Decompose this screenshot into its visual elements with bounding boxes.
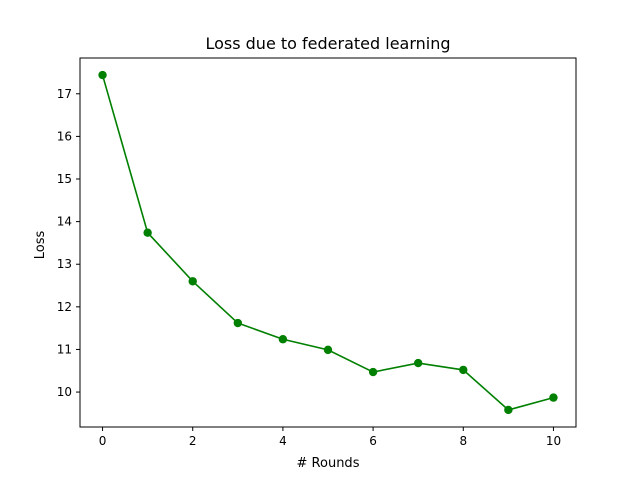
y-tick-label: 11 [57, 342, 72, 356]
data-point [143, 228, 152, 237]
ticks-layer: 0 2 4 6 8 10 10 11 12 13 14 15 16 17 [57, 87, 561, 448]
y-tick-label: 15 [57, 172, 72, 186]
series-layer [98, 70, 558, 415]
data-point [278, 335, 288, 344]
y-axis-label: Loss [33, 231, 48, 260]
y-tick-label: 14 [57, 215, 72, 229]
x-tick-label: 0 [99, 434, 107, 448]
x-tick-label: 2 [189, 434, 197, 448]
data-point [368, 367, 378, 377]
y-tick-label: 13 [57, 257, 72, 271]
data-point [413, 358, 423, 368]
x-tick-label: 8 [459, 434, 467, 448]
data-point [549, 393, 558, 402]
chart-title: Loss due to federated learning [205, 34, 450, 53]
x-tick-label: 10 [546, 434, 561, 448]
series-line [101, 74, 554, 411]
data-point [233, 318, 243, 328]
data-point [98, 70, 107, 80]
x-axis-label: # Rounds [297, 456, 360, 471]
data-point [323, 345, 333, 355]
y-tick-label: 17 [57, 87, 72, 101]
x-tick-label: 4 [279, 434, 287, 448]
y-tick-label: 16 [57, 129, 72, 143]
data-point [504, 405, 513, 415]
y-tick-label: 10 [57, 385, 72, 399]
y-tick-label: 12 [57, 300, 72, 314]
data-point [188, 277, 197, 286]
data-point [459, 365, 468, 375]
x-tick-label: 6 [369, 434, 377, 448]
plot-frame [79, 57, 577, 428]
